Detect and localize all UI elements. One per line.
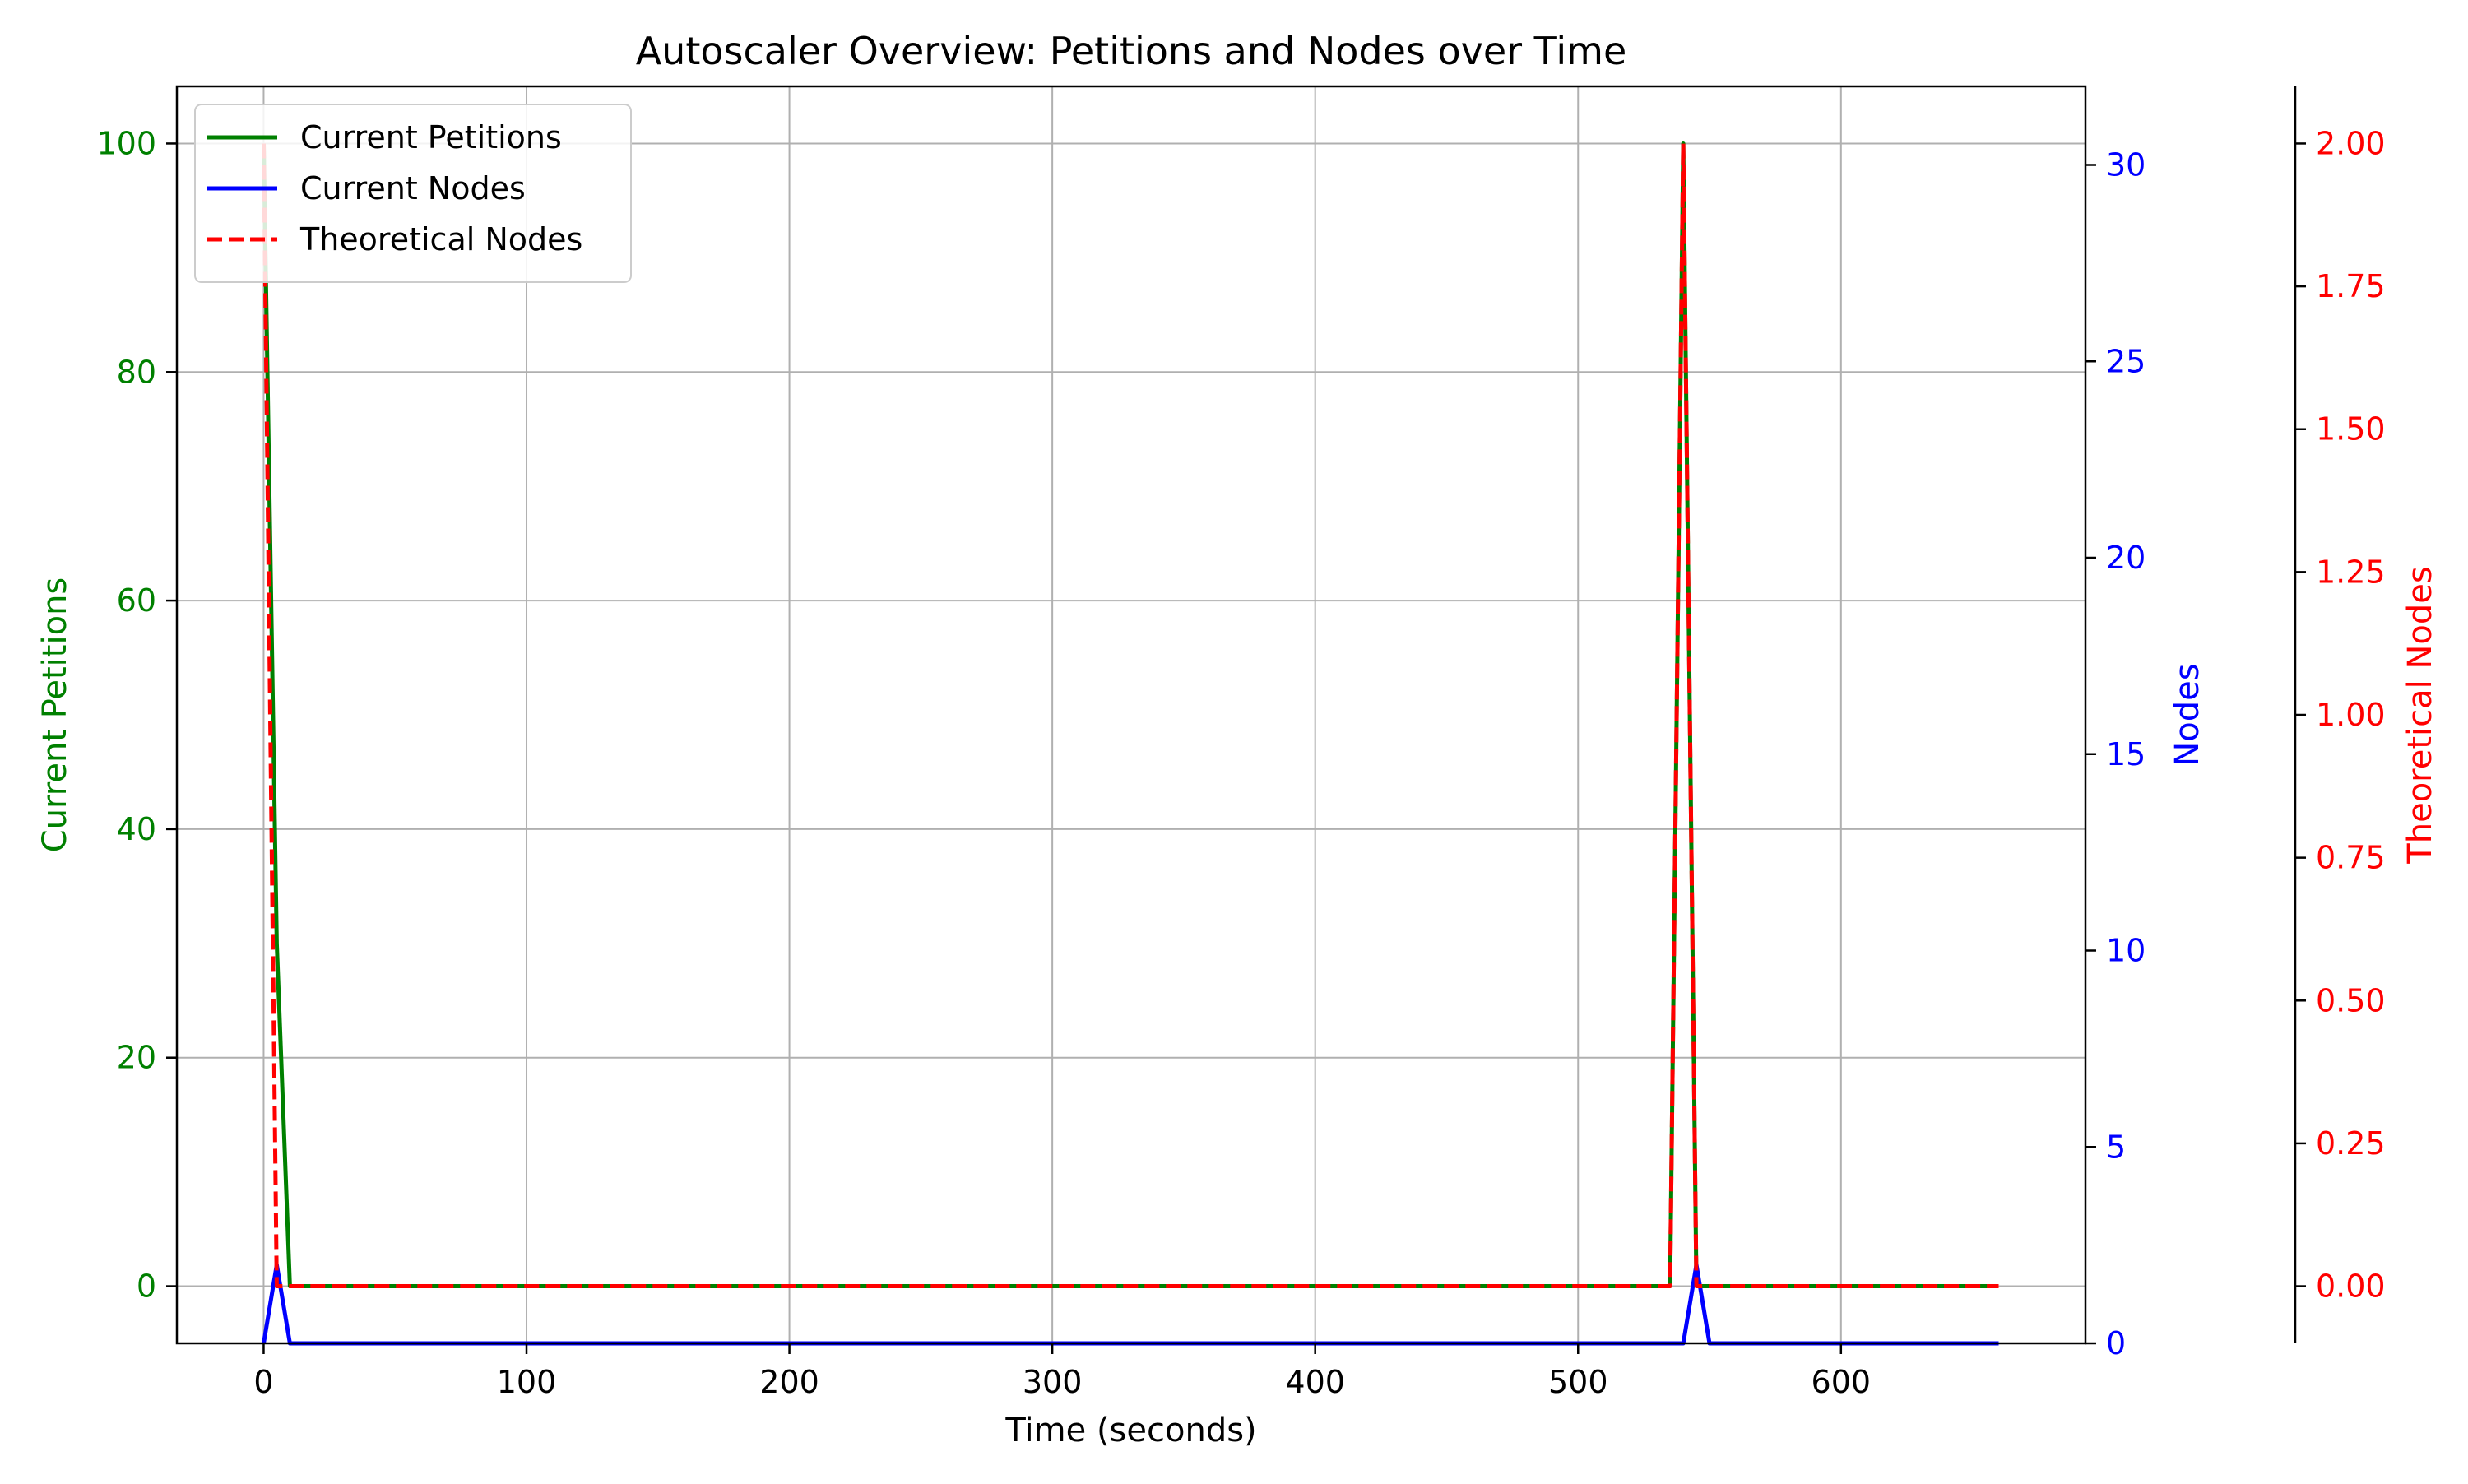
- theoretical-y-tick-label: 0.75: [2316, 840, 2386, 876]
- series-line-theoretical-nodes: [262, 141, 1999, 1288]
- left-y-tick-label: 0: [137, 1268, 156, 1305]
- theoretical-y-tick-label: 2.00: [2316, 125, 2386, 161]
- legend-label: Current Petitions: [300, 119, 562, 155]
- x-tick-label: 0: [253, 1364, 273, 1400]
- plot-frame: [175, 85, 2087, 1345]
- chart-title: Autoscaler Overview: Petitions and Nodes…: [636, 29, 1627, 73]
- right-y-tick-label: 10: [2106, 933, 2146, 969]
- left-y-tick-label: 60: [117, 582, 156, 619]
- x-tick-label: 600: [1812, 1364, 1872, 1400]
- x-tick-label: 200: [759, 1364, 819, 1400]
- theoretical-y-tick-label: 1.50: [2316, 411, 2386, 448]
- x-tick-label: 400: [1285, 1364, 1345, 1400]
- left-y-axis-label: Current Petitions: [36, 577, 74, 853]
- theoretical-y-tick-label: 0.00: [2316, 1268, 2386, 1305]
- x-tick-label: 100: [497, 1364, 557, 1400]
- x-tick-label: 300: [1023, 1364, 1083, 1400]
- theoretical-y-axis-label: Theoretical Nodes: [2401, 566, 2439, 864]
- right-y-tick-label: 5: [2106, 1129, 2126, 1165]
- theoretical-y-tick-label: 0.50: [2316, 982, 2386, 1018]
- right-y-axis-label: Nodes: [2169, 663, 2206, 766]
- left-y-tick-label: 20: [117, 1040, 156, 1076]
- legend-label: Theoretical Nodes: [299, 221, 582, 257]
- right-y-tick-label: 0: [2106, 1325, 2126, 1361]
- x-axis-label: Time (seconds): [1004, 1412, 1256, 1449]
- x-tick-label: 500: [1548, 1364, 1608, 1400]
- right-y-tick-label: 30: [2106, 147, 2146, 183]
- legend: Current Petitions Current Nodes Theoretica…: [194, 104, 632, 283]
- theoretical-y-tick-label: 1.00: [2316, 697, 2386, 733]
- left-y-tick-label: 40: [117, 811, 156, 847]
- left-y-tick-label: 80: [117, 354, 156, 390]
- theoretical-y-tick-label: 0.25: [2316, 1125, 2386, 1162]
- right-y-tick-label: 15: [2106, 736, 2146, 772]
- legend-label: Current Nodes: [300, 170, 526, 206]
- theoretical-y-tick-label: 1.75: [2316, 268, 2386, 304]
- right-y-tick-label: 25: [2106, 343, 2146, 379]
- right-y-tick-label: 20: [2106, 540, 2146, 576]
- theoretical-y-tick-label: 1.25: [2316, 554, 2386, 590]
- legend-box: [194, 104, 632, 283]
- left-y-tick-label: 100: [96, 125, 156, 161]
